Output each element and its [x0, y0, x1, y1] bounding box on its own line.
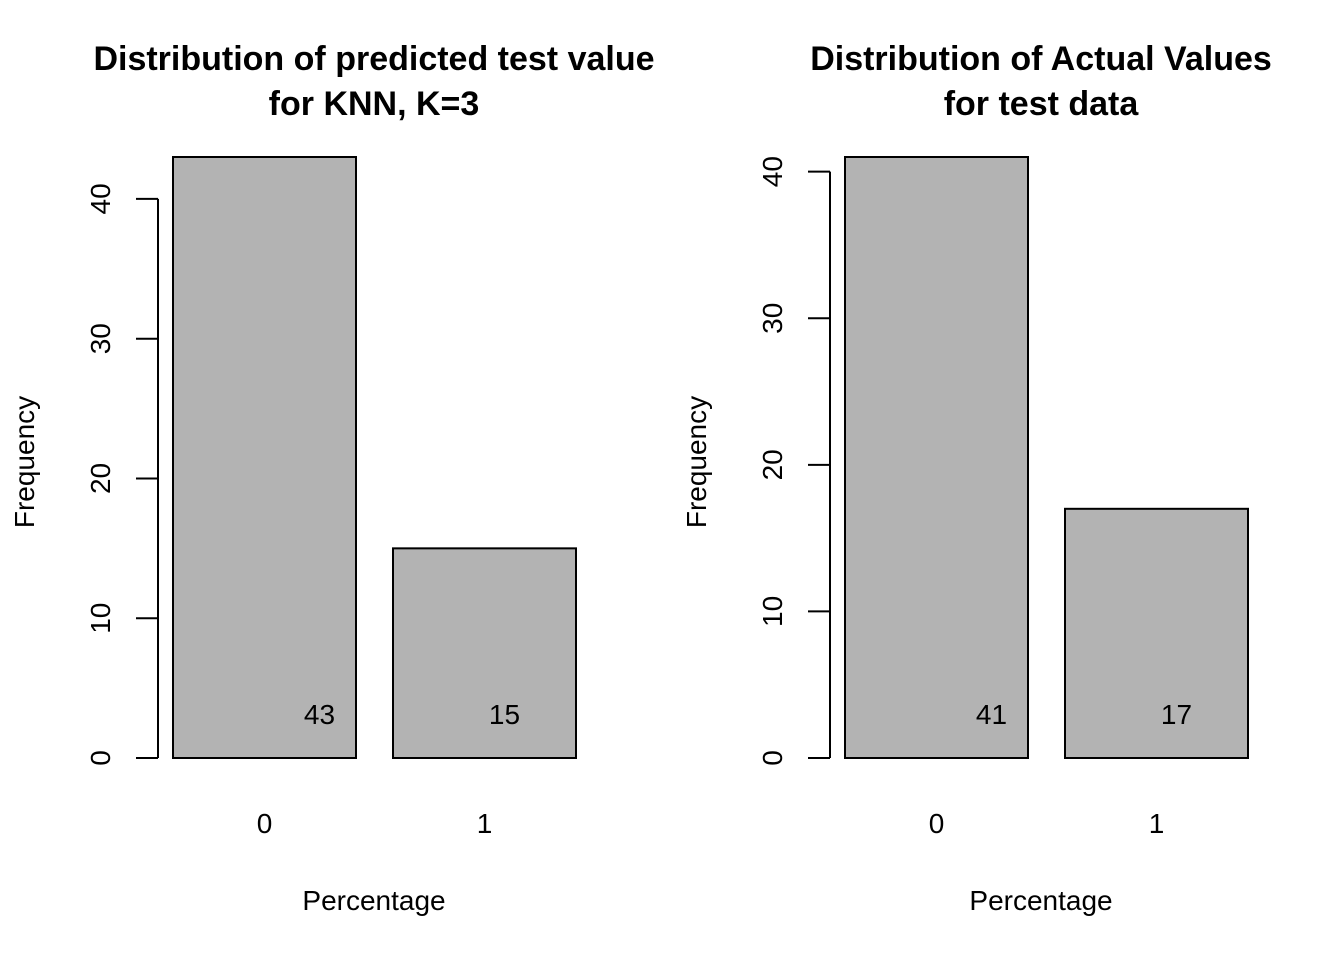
chart-1-y-tick-label-0: 0 [757, 750, 788, 766]
chart-1-x-axis-label: Percentage [969, 885, 1112, 916]
chart-0-y-tick-label-3: 30 [85, 323, 116, 354]
chart-0-x-axis-label: Percentage [302, 885, 445, 916]
chart-0-bar-0 [172, 156, 357, 759]
chart-1-y-tick-label-4: 40 [757, 156, 788, 187]
chart-1-y-tick-label-1: 10 [757, 596, 788, 627]
chart-0-y-tick-label-4: 40 [85, 183, 116, 214]
chart-1-title-line-1: for test data [944, 85, 1140, 123]
chart-1-data-label-0: 41 [976, 699, 1007, 730]
chart-1-y-tick-label-2: 20 [757, 449, 788, 480]
chart-0-y-axis-label: Frequency [9, 396, 40, 528]
chart-1-bar-0 [844, 156, 1029, 759]
chart-0-y-tick-label-1: 10 [85, 603, 116, 634]
chart-0-data-label-0: 43 [304, 699, 335, 730]
chart-0-title-line-0: Distribution of predicted test value [93, 40, 654, 78]
chart-1-y-tick-label-3: 30 [757, 303, 788, 334]
chart-0-category-label-0: 0 [257, 808, 273, 839]
chart-0-category-label-1: 1 [477, 808, 493, 839]
chart-0-data-label-1: 15 [489, 699, 520, 730]
chart-1-bar-1 [1064, 507, 1249, 759]
chart-0-title-line-1: for KNN, K=3 [269, 85, 480, 123]
chart-1-category-label-1: 1 [1149, 808, 1165, 839]
chart-0-bar-1 [392, 547, 577, 759]
chart-1-data-label-1: 17 [1161, 699, 1192, 730]
chart-1-y-axis-label: Frequency [681, 396, 712, 528]
chart-1-category-label-0: 0 [929, 808, 945, 839]
chart-1-title-line-0: Distribution of Actual Values [810, 40, 1272, 78]
chart-0-y-tick-label-2: 20 [85, 463, 116, 494]
chart-0-y-tick-label-0: 0 [85, 750, 116, 766]
